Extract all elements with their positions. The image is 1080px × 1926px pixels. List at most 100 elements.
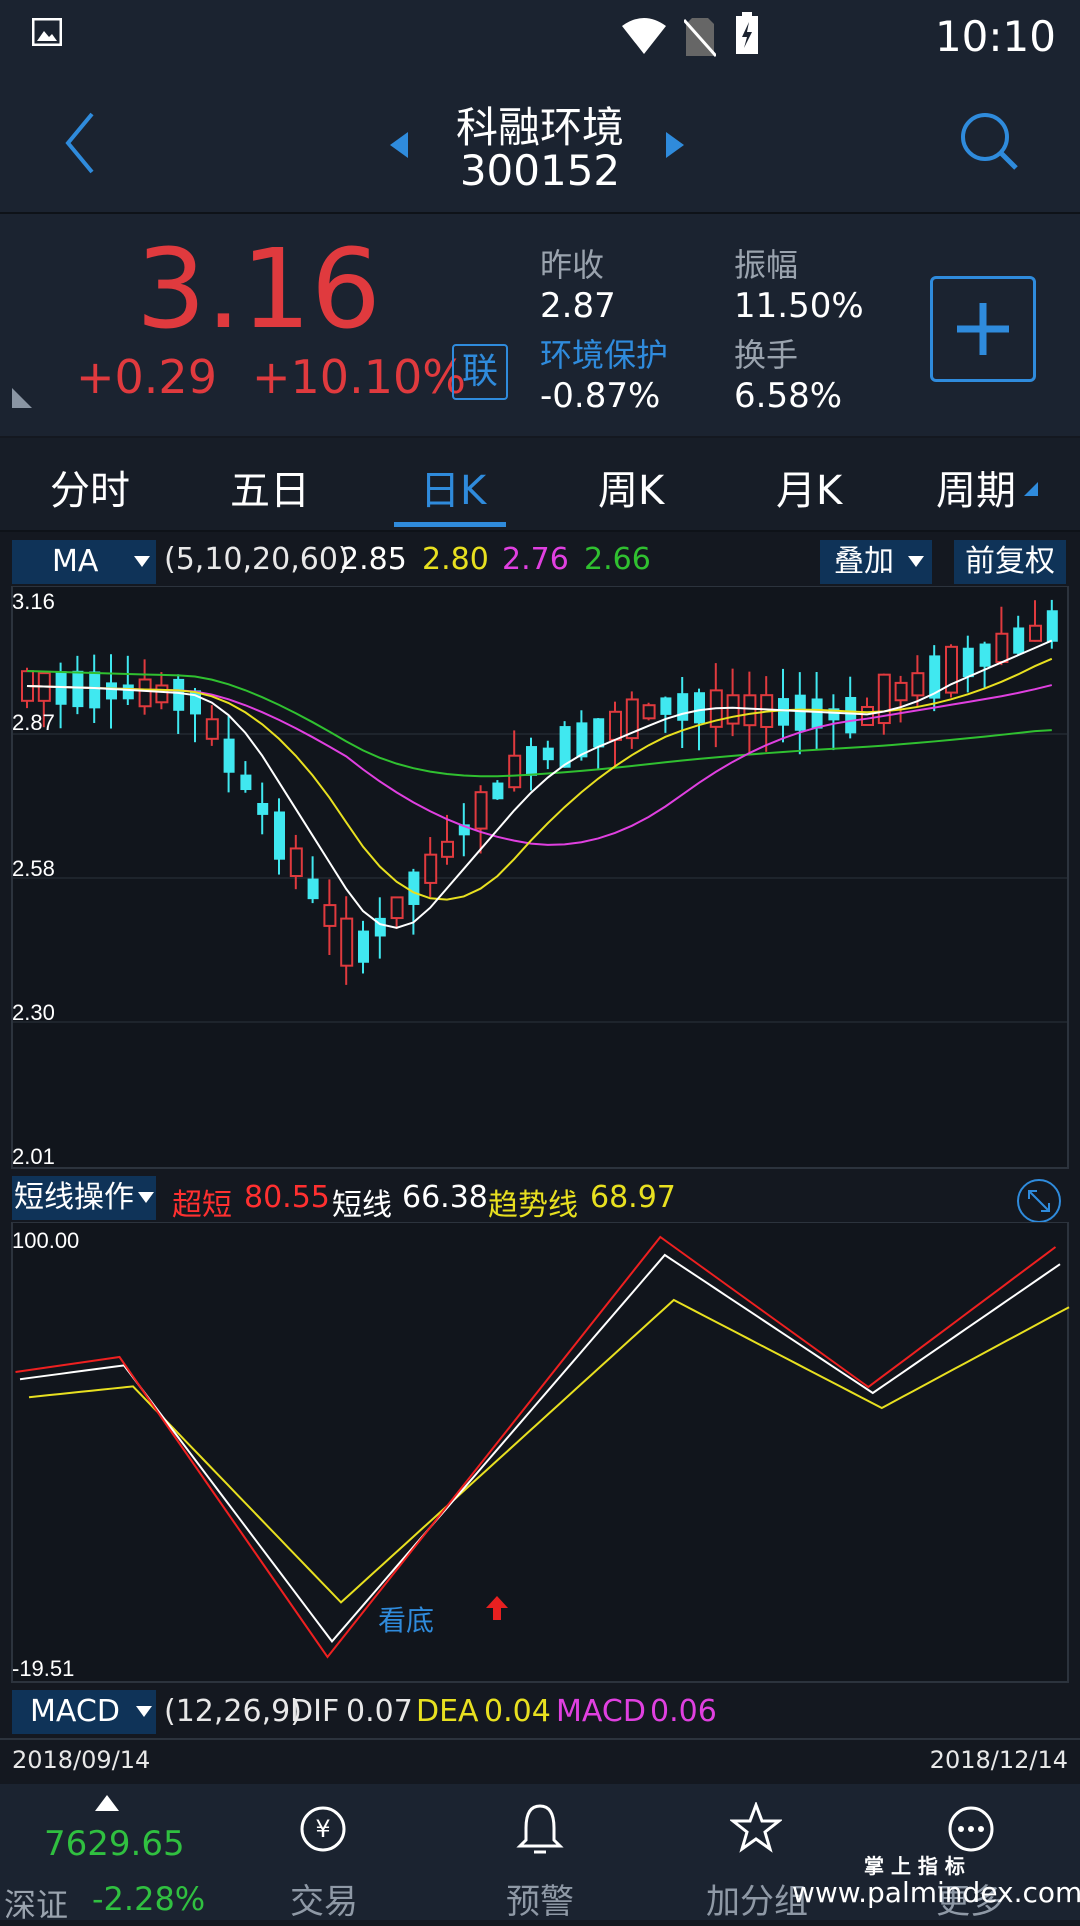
tab-period[interactable]: 周期 — [936, 468, 1016, 514]
candle-body — [1029, 624, 1042, 642]
ultra-short-label: 超短 — [172, 1188, 232, 1223]
quote-panel: 3.16 +0.29 +10.10% 联 昨收 2.87 振幅 11.50% 环… — [0, 214, 1080, 436]
no-sim-icon — [684, 18, 716, 57]
candle-body — [794, 694, 806, 731]
candle-body — [424, 853, 438, 884]
more-icon[interactable] — [946, 1804, 996, 1854]
amplitude-label: 振幅 — [734, 246, 799, 284]
candle-body — [474, 791, 488, 830]
amplitude-value: 11.50% — [734, 286, 864, 326]
macd-label: MACD — [556, 1694, 646, 1729]
price-axis-top: 3.16 — [12, 589, 55, 614]
indicator-axis-bottom: -19.51 — [12, 1656, 74, 1681]
candle-body — [390, 896, 404, 920]
trade-icon[interactable]: ¥ — [298, 1804, 348, 1854]
candle-body — [190, 690, 201, 715]
stock-code: 300152 — [459, 146, 621, 195]
candle-body — [962, 647, 974, 678]
prev-stock-icon[interactable] — [388, 130, 410, 160]
candle-body — [138, 678, 152, 708]
ma-selector-label: MA — [52, 544, 99, 579]
short-value: 66.38 — [402, 1180, 488, 1215]
candle-body — [576, 722, 588, 758]
candle-body — [508, 754, 522, 789]
indicator-axis-top: 100.00 — [12, 1228, 79, 1253]
tab-monthly-k[interactable]: 月K — [776, 468, 843, 514]
chevron-down-icon — [908, 556, 924, 567]
nav-alert[interactable]: 预警 — [506, 1882, 574, 1922]
candle-body — [625, 698, 639, 740]
candle-body — [307, 878, 319, 900]
macd-selector-label: MACD — [30, 1694, 120, 1729]
short-label: 短线 — [332, 1188, 392, 1223]
corner-expand-icon[interactable] — [10, 386, 34, 410]
index-value[interactable]: 7629.65 — [44, 1824, 185, 1864]
ma60-line — [26, 670, 1052, 778]
link-badge[interactable]: 联 — [452, 344, 508, 400]
search-icon[interactable] — [958, 110, 1020, 172]
add-watchlist-button[interactable] — [930, 276, 1036, 382]
candle-body — [828, 708, 840, 721]
active-tab-indicator — [394, 522, 506, 527]
expand-icon[interactable] — [1016, 1178, 1062, 1224]
candle-body — [593, 718, 605, 748]
candle-body — [155, 684, 169, 704]
macd-params: (12,26,9) — [164, 1694, 302, 1729]
ma10-value: 2.80 — [422, 542, 489, 577]
battery-charging-icon — [736, 12, 758, 54]
candle-body — [492, 782, 504, 800]
candle-body — [1046, 610, 1058, 642]
last-price: 3.16 — [136, 225, 381, 353]
tab-intraday[interactable]: 分时 — [50, 468, 130, 514]
candle-body — [911, 672, 925, 697]
candle-body — [441, 840, 454, 858]
candle-body — [72, 670, 84, 708]
indicator-selector-label: 短线操作 — [14, 1180, 134, 1215]
dea-value: 0.04 — [484, 1694, 551, 1729]
trend-line — [28, 1298, 1070, 1604]
price-axis-mid1: 2.58 — [12, 856, 55, 881]
price-axis-last: 2.87 — [12, 710, 55, 735]
up-arrow-icon[interactable] — [94, 1794, 120, 1812]
tab-five-day[interactable]: 五日 — [230, 468, 310, 514]
wifi-icon — [622, 18, 666, 54]
turnover-value: 6.58% — [734, 376, 843, 416]
candle-body — [609, 710, 622, 741]
star-icon[interactable] — [730, 1802, 782, 1854]
short-line — [19, 1253, 1061, 1643]
overlay-selector[interactable]: 叠加 — [820, 540, 932, 584]
candle-body — [358, 930, 369, 963]
candle-body — [257, 802, 269, 815]
trend-value: 68.97 — [590, 1180, 676, 1215]
candle-body — [374, 917, 386, 937]
tab-weekly-k[interactable]: 周K — [598, 468, 665, 514]
candle-body — [894, 681, 908, 702]
back-arrow-icon[interactable] — [62, 110, 102, 176]
turnover-label: 换手 — [734, 336, 799, 374]
status-bar: 10:10 — [0, 0, 1080, 80]
candle-body — [877, 673, 891, 725]
price-change-pct: +10.10% — [252, 350, 466, 404]
indicator-chart[interactable]: 看底 100.00 -19.51 — [0, 1222, 1080, 1684]
candle-body — [223, 738, 235, 773]
indicator-selector[interactable]: 短线操作 — [12, 1176, 156, 1220]
candle-body — [240, 774, 252, 791]
kline-chart[interactable]: 3.16 2.87 2.58 2.30 2.01 — [0, 586, 1080, 1170]
bell-icon[interactable] — [516, 1802, 564, 1856]
tab-daily-k[interactable]: 日K — [420, 468, 487, 514]
ma-selector[interactable]: MA — [12, 540, 156, 584]
candle-body — [694, 692, 705, 724]
adjust-button[interactable]: 前复权 — [954, 540, 1066, 584]
candle-body — [408, 871, 420, 905]
nav-add-group[interactable]: 加分组 — [706, 1882, 808, 1922]
sector-link[interactable]: 环境保护 — [540, 336, 669, 374]
next-stock-icon[interactable] — [664, 130, 686, 160]
macd-selector[interactable]: MACD — [12, 1690, 156, 1734]
trend-label: 趋势线 — [488, 1188, 578, 1223]
nav-trade[interactable]: 交易 — [290, 1882, 358, 1922]
candle-body — [642, 704, 656, 720]
candlestick-series — [21, 599, 1058, 985]
ultra-short-value: 80.55 — [244, 1180, 330, 1215]
candle-body — [845, 696, 857, 734]
nav-more[interactable]: 更多 — [936, 1882, 1004, 1922]
